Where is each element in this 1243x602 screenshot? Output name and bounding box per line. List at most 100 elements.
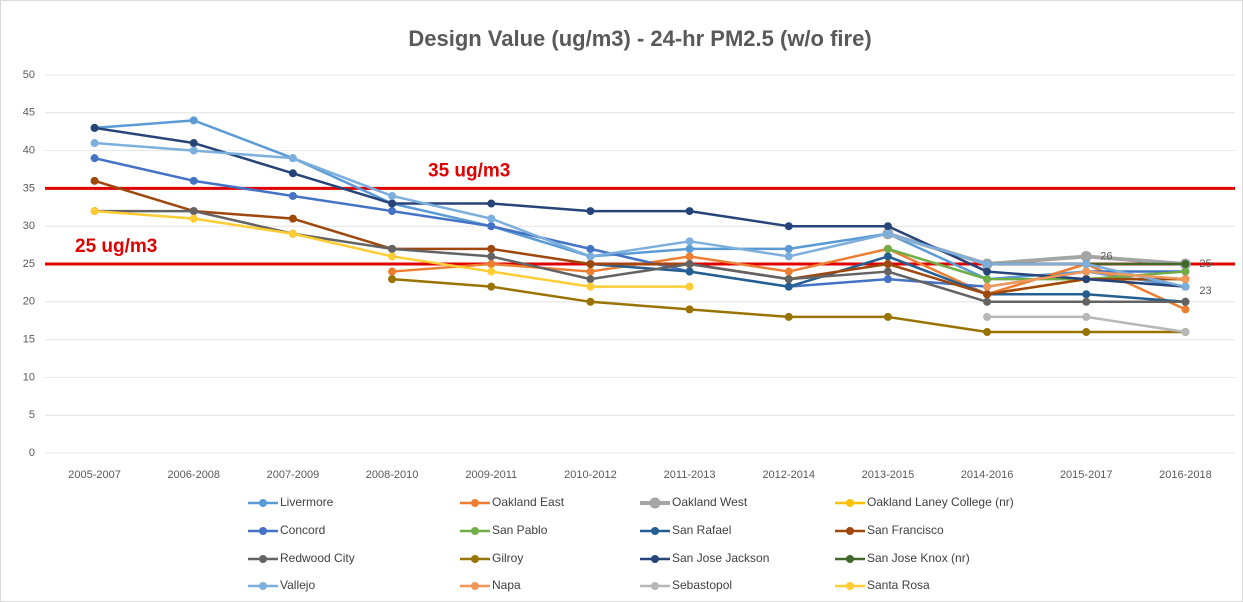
x-tick-label: 2010-2012 [564,469,617,481]
x-tick-label: 2013-2015 [862,469,915,481]
y-tick-label: 50 [23,69,35,81]
data-point [1080,250,1092,262]
x-tick-label: 2015-2017 [1060,469,1113,481]
legend-marker [651,527,659,535]
data-point [90,123,99,132]
data-point [586,244,595,253]
data-point [288,191,297,200]
x-tick-label: 2005-2007 [68,469,121,481]
legend-label: Gilroy [492,551,523,565]
y-tick-label: 10 [23,371,35,383]
legend-marker [259,555,267,563]
x-tick-label: 2011-2013 [664,469,716,481]
data-point [983,260,992,268]
data-point [189,139,198,148]
data-point [883,222,892,231]
data-point [983,312,992,321]
legend-label: Redwood City [280,551,355,565]
data-point [90,154,99,163]
legend-label: Oakland West [672,495,748,509]
data-point [784,244,793,253]
legend-label: San Jose Jackson [672,551,769,565]
legend-marker [846,499,854,507]
data-point [685,244,694,253]
data-point [1181,282,1190,291]
x-tick-label: 2008-2010 [366,469,419,481]
data-point [388,275,397,284]
legend-marker [846,582,854,590]
data-point [883,252,892,261]
data-point [189,176,198,185]
data-point [90,176,99,185]
chart-title: Design Value (ug/m3) - 24-hr PM2.5 (w/o … [408,26,871,51]
data-point [288,229,297,238]
data-point [983,290,992,299]
legend-marker [471,527,479,535]
legend-label: Santa Rosa [867,578,930,592]
data-point [586,207,595,216]
x-tick-label: 2016-2018 [1159,469,1212,481]
data-point [983,297,992,306]
data-point [883,229,892,238]
data-point [685,267,694,276]
legend-marker [259,527,267,535]
legend-marker [846,527,854,535]
data-label: 26 [1100,250,1112,262]
data-point [685,207,694,216]
data-point [586,252,595,261]
legend-label: Concord [280,523,325,537]
data-point [586,260,595,268]
data-point [1082,275,1091,284]
y-tick-label: 35 [23,182,35,194]
y-tick-label: 5 [29,409,35,421]
data-point [189,207,198,216]
data-point [685,305,694,314]
data-point [784,282,793,291]
data-point [784,275,793,284]
legend-marker [651,582,659,590]
data-point [586,282,595,291]
data-point [685,282,694,291]
data-point [1082,290,1091,299]
legend-label: Oakland East [492,495,565,509]
data-label: 23 [1199,285,1211,297]
data-point [388,267,397,276]
series-line [94,179,1186,296]
data-point [487,244,496,253]
data-point [90,207,99,216]
reference-label: 35 ug/m3 [428,160,510,181]
data-point [883,267,892,276]
data-point [1082,328,1091,337]
legend-label: San Jose Knox (nr) [867,551,970,565]
legend-label: Napa [492,578,521,592]
y-tick-label: 40 [23,145,35,157]
reference-label: 25 ug/m3 [75,236,157,257]
data-point [487,222,496,231]
data-point [983,267,992,276]
data-label: 25 [1199,258,1211,270]
legend-marker [471,555,479,563]
legend-label: Livermore [280,495,334,509]
series-line [94,141,1186,288]
data-point [883,260,892,268]
legend-marker [471,499,479,507]
data-point [388,191,397,200]
legend-label: San Rafael [672,523,731,537]
data-point [586,267,595,276]
data-point [288,214,297,223]
legend-marker [259,499,267,507]
y-tick-label: 25 [23,258,35,270]
data-point [983,328,992,337]
legend-marker [651,555,659,563]
y-tick-label: 0 [29,447,35,459]
data-point [1181,267,1190,276]
data-point [1082,267,1091,276]
data-point [487,267,496,276]
data-point [983,275,992,284]
data-point [90,139,99,148]
data-point [1181,297,1190,306]
data-point [288,169,297,178]
data-point [1181,260,1190,268]
data-point [388,252,397,261]
